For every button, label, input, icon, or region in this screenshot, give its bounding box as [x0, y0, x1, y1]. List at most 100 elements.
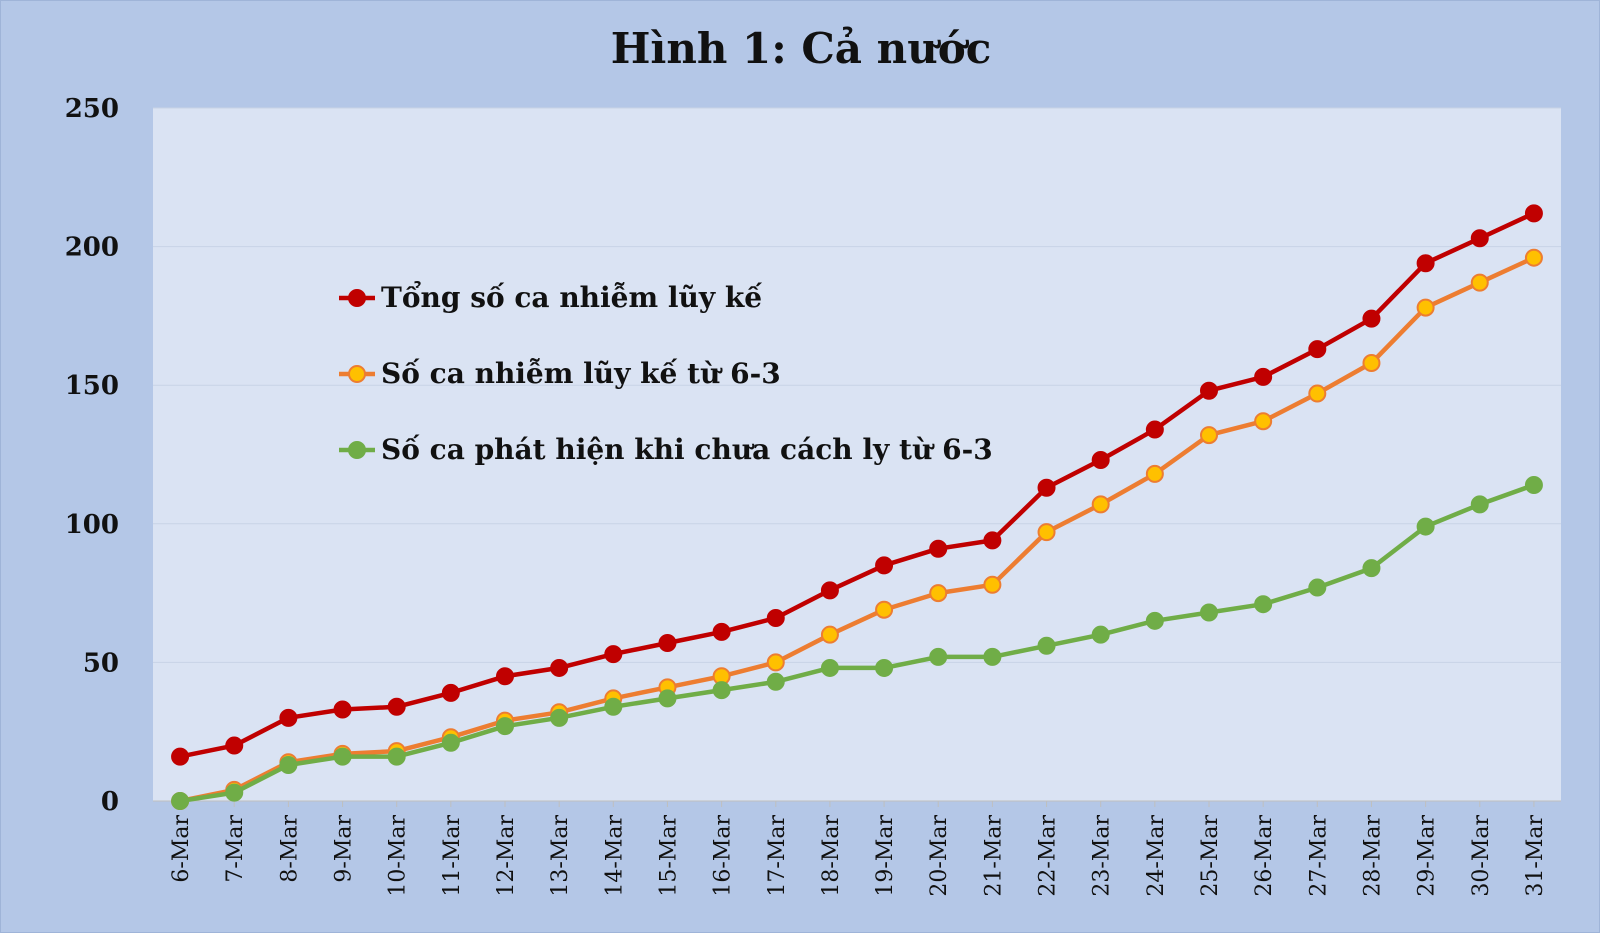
data-point — [820, 658, 839, 677]
data-point — [225, 783, 244, 802]
data-point — [766, 653, 785, 672]
x-tick-label: 31-Mar — [1523, 815, 1548, 897]
data-point — [1362, 309, 1381, 328]
data-point — [441, 733, 460, 752]
data-point — [333, 747, 352, 766]
data-point — [1254, 595, 1273, 614]
data-point — [1200, 603, 1218, 622]
x-tick-label: 26-Mar — [1252, 815, 1277, 897]
data-point — [1524, 204, 1543, 223]
x-tick-label: 11-Mar — [440, 815, 465, 897]
gridlines — [153, 107, 1561, 663]
x-tick-label: 14-Mar — [602, 815, 627, 897]
x-tick-label: 29-Mar — [1415, 815, 1440, 897]
data-point — [875, 556, 894, 575]
x-tick-label: 28-Mar — [1360, 815, 1385, 897]
data-point — [333, 700, 352, 719]
legend-item: Số ca phát hiện khi chưa cách ly từ 6-3 — [339, 433, 993, 466]
x-tick-label: 19-Mar — [873, 815, 898, 897]
legend-label: Số ca phát hiện khi chưa cách ly từ 6-3 — [381, 433, 993, 466]
legend-marker — [348, 441, 366, 459]
x-tick-label: 8-Mar — [277, 815, 302, 883]
y-tick-label: 250 — [65, 94, 119, 124]
y-tick-label: 200 — [65, 233, 119, 263]
data-point — [171, 792, 190, 810]
legend-item: Tổng số ca nhiễm lũy kế — [339, 280, 762, 314]
legend: Tổng số ca nhiễm lũy kế Số ca nhiễm lũy k… — [339, 280, 993, 466]
x-tick-label: 13-Mar — [548, 815, 573, 897]
x-tick-label: 27-Mar — [1306, 815, 1331, 897]
plot-area — [153, 108, 1561, 801]
x-tick-label: 23-Mar — [1090, 815, 1115, 897]
data-point — [1416, 254, 1435, 273]
data-point — [1308, 384, 1327, 403]
data-point — [875, 658, 894, 677]
data-point — [387, 747, 406, 766]
x-tick-label: 15-Mar — [656, 815, 681, 897]
data-point — [1091, 451, 1110, 470]
series-3 — [171, 475, 1543, 810]
y-axis: 0 50 100 150 200 250 — [65, 94, 119, 817]
legend-label: Số ca nhiễm lũy kế từ 6-3 — [381, 357, 781, 390]
legend-item: Số ca nhiễm lũy kế từ 6-3 — [339, 357, 781, 390]
data-point — [1470, 495, 1489, 514]
data-point — [983, 647, 1002, 666]
data-point — [1200, 426, 1218, 445]
data-point — [820, 625, 839, 644]
data-point — [658, 633, 677, 652]
x-axis: 6-Mar 7-Mar 8-Mar 9-Mar 10-Mar 11-Mar 12-Mar 13… — [153, 800, 1561, 897]
x-tick-label: 18-Mar — [819, 815, 844, 897]
data-point — [550, 708, 569, 727]
x-tick-label: 9-Mar — [332, 815, 357, 883]
legend-marker — [348, 365, 366, 383]
data-point — [1037, 478, 1056, 497]
legend-label: Tổng số ca nhiễm lũy kế — [381, 280, 762, 314]
data-point — [1524, 248, 1543, 267]
data-point — [550, 658, 569, 677]
data-point — [1524, 475, 1543, 494]
data-point — [1145, 464, 1164, 483]
chart-title: Hình 1: Cả nước — [611, 24, 992, 73]
legend-marker — [348, 289, 366, 307]
data-point — [658, 689, 677, 708]
data-point — [279, 708, 298, 727]
data-point — [1037, 523, 1056, 542]
data-point — [1362, 354, 1381, 373]
x-tick-label: 7-Mar — [223, 815, 248, 883]
data-point — [1200, 381, 1218, 400]
data-point — [1145, 611, 1164, 630]
data-point — [1470, 229, 1489, 248]
x-tick-label: 10-Mar — [386, 815, 411, 897]
series-1 — [171, 204, 1543, 766]
data-point — [496, 717, 514, 736]
data-point — [1254, 367, 1273, 386]
data-point — [441, 683, 460, 702]
data-point — [171, 747, 190, 766]
x-tick-label: 20-Mar — [927, 815, 952, 897]
y-tick-label: 150 — [65, 371, 119, 401]
data-point — [1091, 625, 1110, 644]
series-line — [177, 211, 1537, 759]
data-point — [929, 584, 948, 603]
data-point — [1416, 517, 1435, 536]
data-point — [712, 681, 731, 700]
data-point — [929, 539, 948, 558]
data-point — [1037, 636, 1056, 655]
data-point — [1254, 412, 1273, 431]
data-point — [1308, 578, 1327, 597]
data-point — [712, 622, 731, 641]
data-point — [929, 647, 948, 666]
data-point — [225, 736, 244, 755]
data-point — [604, 697, 623, 716]
data-point — [766, 609, 785, 628]
series-line — [177, 255, 1537, 804]
data-point — [1470, 273, 1489, 292]
x-tick-label: 17-Mar — [765, 815, 790, 897]
y-tick-label: 50 — [83, 648, 119, 678]
data-point — [1362, 559, 1381, 578]
data-point — [604, 645, 623, 664]
data-point — [1416, 298, 1435, 317]
data-point — [279, 755, 298, 774]
